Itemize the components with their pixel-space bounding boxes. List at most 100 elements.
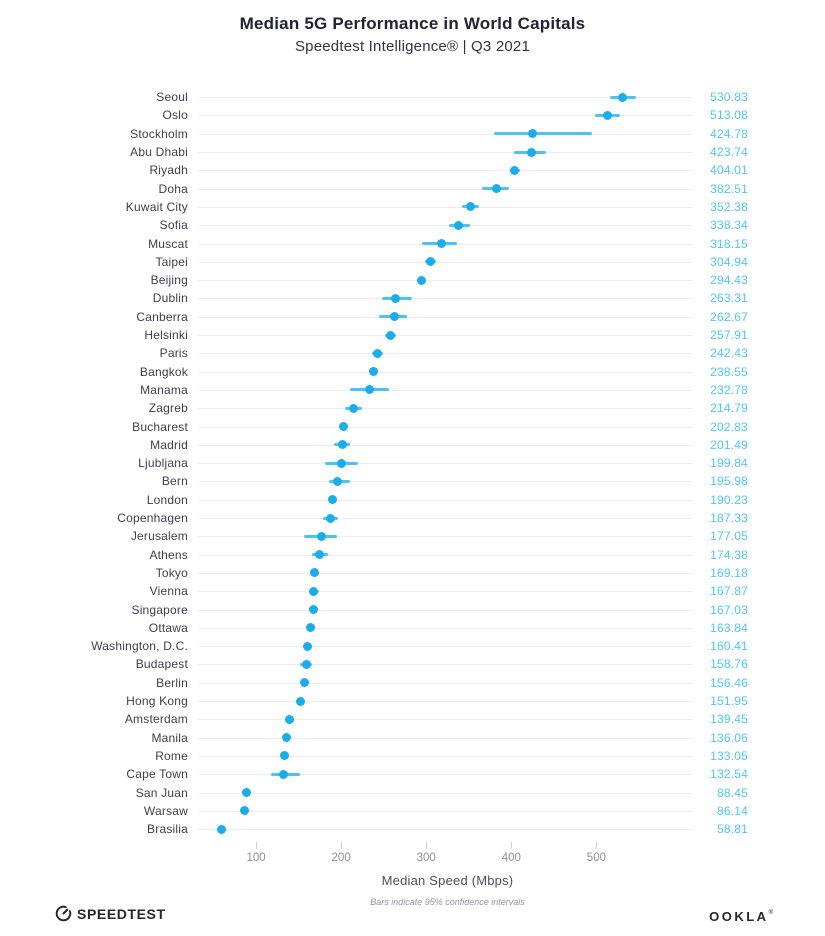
city-label: Tokyo (155, 565, 188, 580)
median-speed-dot (333, 476, 343, 486)
row-guide-line (198, 463, 692, 465)
chart-row: Tokyo 169.18 (0, 564, 825, 582)
chart-row: Madrid 201.49 (0, 436, 825, 454)
median-speed-dot (369, 367, 379, 377)
median-speed-value: 167.03 (710, 602, 748, 617)
median-speed-value: 160.41 (710, 639, 748, 654)
median-speed-value: 158.76 (710, 657, 748, 672)
median-speed-dot (425, 257, 435, 267)
chart-row: Kuwait City 352.38 (0, 198, 825, 216)
median-speed-dot (603, 110, 613, 120)
row-guide-line (198, 646, 692, 648)
chart-row: Athens 174.38 (0, 546, 825, 564)
median-speed-dot (282, 733, 292, 743)
chart-row: Hong Kong 151.95 (0, 692, 825, 710)
median-speed-dot (308, 605, 318, 615)
axis-tick-mark (341, 842, 343, 849)
median-speed-value: 263.31 (710, 291, 748, 306)
axis-tick-mark (511, 842, 513, 849)
median-speed-dot (416, 275, 426, 285)
chart-row: Budapest 158.76 (0, 655, 825, 673)
median-speed-dot (437, 239, 447, 249)
median-speed-dot (390, 293, 400, 303)
median-speed-dot (305, 623, 315, 633)
median-speed-dot (337, 440, 347, 450)
city-label: Washington, D.C. (91, 639, 188, 654)
chart-row: Bucharest 202.83 (0, 417, 825, 435)
city-label: Beijing (150, 273, 188, 288)
row-guide-line (198, 536, 692, 538)
city-label: Doha (158, 181, 188, 196)
chart-row: Amsterdam 139.45 (0, 710, 825, 728)
row-guide-line (198, 499, 692, 501)
row-guide-line (198, 682, 692, 684)
axis-tick-label: 300 (416, 852, 436, 864)
chart-row: Sofia 338.34 (0, 216, 825, 234)
median-speed-dot (510, 165, 520, 175)
row-guide-line (198, 353, 692, 355)
median-speed-dot (216, 824, 226, 834)
chart-row: Washington, D.C. 160.41 (0, 637, 825, 655)
median-speed-dot (372, 348, 382, 358)
median-speed-dot (527, 147, 537, 157)
chart-row: Bangkok 238.55 (0, 363, 825, 381)
row-guide-line (198, 591, 692, 593)
city-label: Hong Kong (126, 694, 188, 709)
row-guide-line (198, 810, 692, 812)
median-speed-dot (241, 788, 251, 798)
row-guide-line (198, 335, 692, 337)
median-speed-dot (385, 330, 395, 340)
row-guide-line (198, 316, 692, 318)
median-speed-value: 169.18 (710, 565, 748, 580)
city-label: Singapore (131, 602, 188, 617)
city-label: Sofia (159, 218, 188, 233)
city-label: Abu Dhabi (130, 145, 188, 160)
median-speed-dot (299, 678, 309, 688)
chart-row: Doha 382.51 (0, 180, 825, 198)
median-speed-value: 133.05 (710, 748, 748, 763)
median-speed-value: 163.84 (710, 620, 748, 635)
median-speed-value: 232.78 (710, 382, 748, 397)
chart-row: Warsaw 86.14 (0, 802, 825, 820)
median-speed-value: 294.43 (710, 273, 748, 288)
chart-row: Jerusalem 177.05 (0, 527, 825, 545)
chart-row: Singapore 167.03 (0, 600, 825, 618)
median-speed-value: 156.46 (710, 675, 748, 690)
row-guide-line (198, 792, 692, 794)
axis-tick-label: 100 (246, 852, 266, 864)
registered-trademark-symbol: ® (768, 910, 773, 916)
city-label: Warsaw (143, 803, 188, 818)
median-speed-value: 88.45 (716, 785, 748, 800)
median-speed-value: 238.55 (710, 364, 748, 379)
median-speed-dot (279, 769, 289, 779)
chart-row: Dublin 263.31 (0, 289, 825, 307)
median-speed-dot (349, 403, 359, 413)
median-speed-value: 190.23 (710, 492, 748, 507)
median-speed-value: 199.84 (710, 456, 748, 471)
median-speed-dot (454, 220, 464, 230)
row-guide-line (198, 371, 692, 373)
median-speed-value: 177.05 (710, 529, 748, 544)
row-guide-line (198, 115, 692, 117)
axis-tick-label: 500 (586, 852, 606, 864)
chart-row: Vienna 167.87 (0, 582, 825, 600)
row-guide-line (198, 609, 692, 611)
city-label: Manila (151, 730, 188, 745)
chart-subtitle: Speedtest Intelligence® | Q3 2021 (294, 38, 531, 55)
chart-row: Copenhagen 187.33 (0, 509, 825, 527)
row-guide-line (198, 829, 692, 831)
median-speed-value: 202.83 (710, 419, 748, 434)
chart-row: Ljubljana 199.84 (0, 454, 825, 472)
city-label: Bangkok (139, 364, 188, 379)
speedtest-logo: SPEEDTEST (55, 905, 166, 922)
median-speed-dot (309, 586, 319, 596)
chart-row: Manama 232.78 (0, 381, 825, 399)
chart-row: Riyadh 404.01 (0, 161, 825, 179)
median-speed-value: 318.15 (710, 236, 748, 251)
row-guide-line (198, 152, 692, 154)
chart-title: Median 5G Performance in World Capitals (239, 14, 586, 33)
chart-row: Bern 195.98 (0, 472, 825, 490)
x-axis-label: Median Speed (Mbps) (381, 873, 514, 888)
median-speed-value: 86.14 (716, 803, 748, 818)
median-speed-value: 139.45 (710, 712, 748, 727)
